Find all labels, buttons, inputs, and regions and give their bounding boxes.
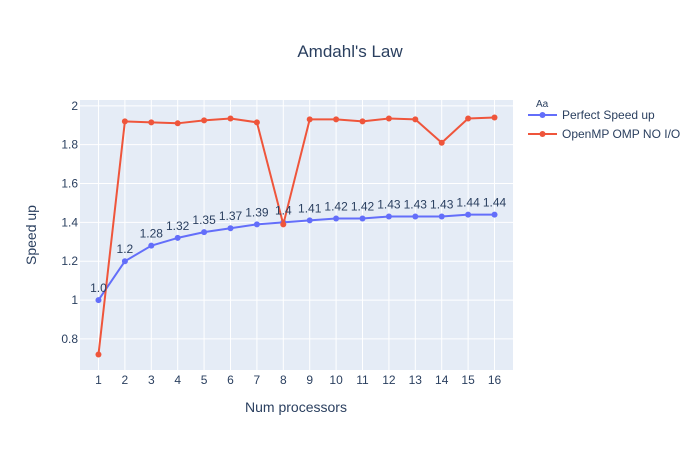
y-axis-ticks: 0.8 1 1.2 1.4 1.6 1.8 2 [61,99,78,346]
series-0-point[interactable] [306,217,313,224]
data-label: 1.41 [298,201,322,215]
data-label: 1.37 [219,209,243,223]
series-0-point[interactable] [438,213,445,220]
series-1-point[interactable] [412,116,419,123]
x-tick-label: 11 [356,373,369,387]
legend-title: Aa [536,99,549,110]
series-1-point[interactable] [359,118,366,125]
data-label: 1.39 [245,205,269,219]
data-label: 1.4 [275,203,292,217]
gridlines [80,100,513,370]
series-1-point[interactable] [148,119,155,126]
series-1-point[interactable] [201,117,208,124]
legend-label-openmp: OpenMP OMP NO I/O [562,127,680,141]
series-1-point[interactable] [280,221,287,228]
y-axis-title: Speed up [23,205,39,265]
x-tick-label: 5 [201,373,208,387]
data-labels: 1.01.21.281.32 1.35 1.37 1.39 1.4 1.41 1.42 1.4… [90,196,506,295]
series-0-point[interactable] [385,213,392,220]
x-axis-title: Num processors [245,399,347,415]
series-0-point[interactable] [491,211,498,218]
data-label: 1.0 [90,281,107,295]
x-axis-ticks: 1 2 3 4 5 6 7 8 9 10 11 12 13 14 15 16 [95,373,501,387]
series-1-point[interactable] [385,115,392,122]
series-0-point[interactable] [201,229,208,236]
chart-title: Amdahl's Law [297,42,403,61]
x-tick-label: 9 [306,373,313,387]
series-1-point[interactable] [95,351,102,358]
series-1-point[interactable] [306,116,313,123]
series-0-point[interactable] [148,242,155,249]
x-tick-label: 14 [435,373,449,387]
x-tick-label: 3 [148,373,155,387]
x-tick-label: 13 [409,373,423,387]
x-tick-label: 8 [280,373,287,387]
series-1-point[interactable] [121,118,128,125]
series-1-point[interactable] [227,115,234,122]
data-label: 1.44 [456,196,480,210]
y-tick-label: 1.2 [61,254,78,268]
x-tick-label: 6 [227,373,234,387]
series-0-point[interactable] [174,234,181,241]
series-1-point[interactable] [438,139,445,146]
legend: Aa Perfect Speed up OpenMP OMP NO I/O [528,99,680,141]
x-tick-label: 16 [488,373,502,387]
x-tick-label: 4 [174,373,181,387]
legend-marker-icon [539,112,546,118]
y-tick-label: 1 [71,293,78,307]
x-tick-label: 10 [329,373,343,387]
y-tick-label: 1.8 [61,138,78,152]
series-0-point[interactable] [253,221,260,228]
data-label: 1.28 [140,227,164,241]
data-label: 1.43 [430,198,454,212]
data-label: 1.42 [324,199,348,213]
data-label: 1.43 [404,198,428,212]
series-0-point[interactable] [227,225,234,232]
data-label: 1.42 [351,199,375,213]
x-tick-label: 7 [254,373,261,387]
data-label: 1.2 [117,242,134,256]
data-label: 1.44 [483,196,507,210]
legend-item-perfect-speed-up[interactable]: Perfect Speed up [528,108,655,122]
y-tick-label: 1.6 [61,177,78,191]
x-tick-label: 15 [461,373,475,387]
series-0-point[interactable] [412,213,419,220]
series-layer [95,114,498,358]
x-tick-label: 12 [382,373,396,387]
legend-item-openmp[interactable]: OpenMP OMP NO I/O [528,127,680,141]
series-0-point[interactable] [121,258,128,265]
legend-label-perfect-speed-up: Perfect Speed up [562,108,655,122]
series-1-point[interactable] [174,120,181,127]
data-label: 1.32 [166,219,190,233]
x-tick-label: 2 [122,373,129,387]
series-1-point[interactable] [491,114,498,121]
series-1-point[interactable] [465,115,472,122]
series-1-point[interactable] [333,116,340,123]
y-tick-label: 2 [71,99,78,113]
legend-marker-icon [539,131,546,137]
x-tick-label: 1 [95,373,102,387]
data-label: 1.35 [192,213,216,227]
series-0-point[interactable] [465,211,472,218]
series-line-1 [97,116,495,355]
series-0-point[interactable] [359,215,366,222]
y-tick-label: 0.8 [61,332,78,346]
series-0-point[interactable] [95,297,102,304]
series-1-point[interactable] [253,119,260,126]
series-line-0 [97,213,495,301]
series-0-point[interactable] [333,215,340,222]
y-tick-label: 1.4 [61,215,78,229]
data-label: 1.43 [377,198,401,212]
